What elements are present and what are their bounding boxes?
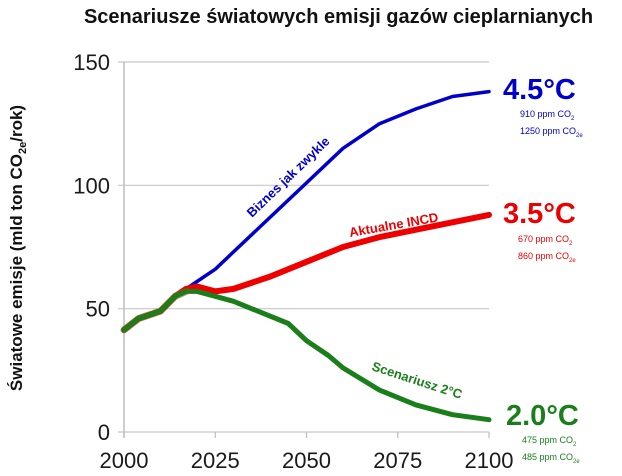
end-label-4-5c: 4.5°C <box>503 74 576 106</box>
end-label-2-0c: 2.0°C <box>506 400 579 432</box>
series-line <box>121 288 492 423</box>
gridlines <box>118 61 489 433</box>
y-tick-label: 0 <box>98 420 110 445</box>
x-tick-label: 2025 <box>191 448 240 473</box>
y-tick-label: 50 <box>86 297 110 322</box>
end-label-3-5c: 3.5°C <box>503 198 576 230</box>
y-tick-label: 100 <box>73 173 110 198</box>
ppm-3-5c: 670 ppm CO2 860 ppm CO2e <box>518 234 576 264</box>
x-tick-label: 2100 <box>465 448 514 473</box>
ppm-2-0c: 475 ppm CO2 485 ppm CO2e <box>522 435 580 465</box>
x-tick-label: 2000 <box>100 448 149 473</box>
x-tick-label: 2050 <box>282 448 331 473</box>
series-lines <box>120 89 492 423</box>
y-axis-label: Światowe emisje (mld ton CO2e/rok) <box>7 105 29 391</box>
chart-title: Scenariusze światowych emisji gazów ciep… <box>83 6 594 28</box>
axes: 0 50 100 150 2000 2025 2050 2075 2100 <box>73 50 513 473</box>
x-tick-label: 2075 <box>373 448 422 473</box>
history-line <box>121 288 189 333</box>
series-label-2c-scenario: Scenariusz 2°C <box>370 359 465 403</box>
ppm-4-5c: 910 ppm CO2 1250 ppm CO2e <box>520 109 583 139</box>
series-line <box>121 211 492 333</box>
y-tick-label: 150 <box>73 50 110 75</box>
series-label-business-as-usual: Biznes jak zwykle <box>244 134 333 221</box>
